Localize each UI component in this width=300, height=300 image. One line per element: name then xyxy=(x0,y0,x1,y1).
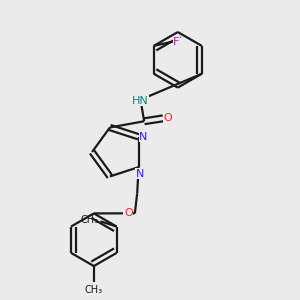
Text: N: N xyxy=(136,169,144,178)
Text: CH₃: CH₃ xyxy=(85,285,103,295)
Text: O: O xyxy=(163,113,172,123)
Text: F: F xyxy=(173,37,179,46)
Text: O: O xyxy=(124,208,133,218)
Text: CH₃: CH₃ xyxy=(80,215,98,225)
Text: HN: HN xyxy=(131,96,148,106)
Text: N: N xyxy=(139,132,148,142)
